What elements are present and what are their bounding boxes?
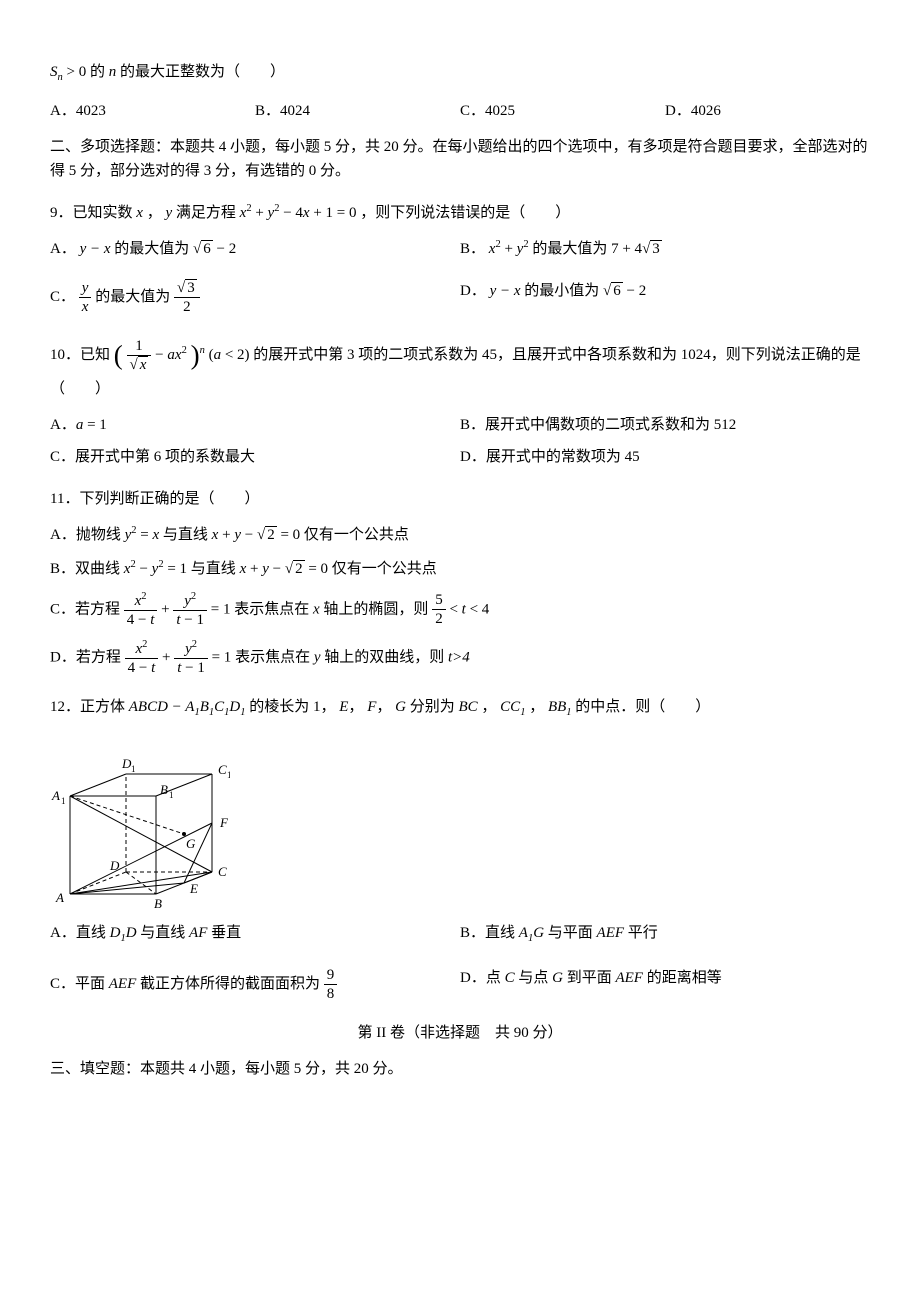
q11-opt-d[interactable]: D．若方程 x24 − t + y2t − 1 = 1 表示焦点在 y 轴上的双… — [50, 639, 870, 677]
q12-options: A．直线 D1D 与直线 AF 垂直 B．直线 A1G 与平面 AEF 平行 C… — [50, 921, 870, 1003]
svg-text:C: C — [218, 762, 227, 777]
q12-cube-diagram: ABCDA1B1C1D1EFG — [50, 734, 230, 909]
q9-stem: 9．已知实数 x ， y 满足方程 x2 + y2 − 4x + 1 = 0 ，… — [50, 201, 870, 225]
svg-text:C: C — [218, 864, 227, 879]
q8-stem-tail: Sn > 0 的 n 的最大正整数为（ ） — [50, 60, 870, 87]
q11-opt-c[interactable]: C．若方程 x24 − t + y2t − 1 = 1 表示焦点在 x 轴上的椭… — [50, 591, 870, 629]
q11-opt-a[interactable]: A．抛物线 y2 = x 与直线 x + y − 2 = 0 仅有一个公共点 — [50, 523, 870, 547]
svg-text:1: 1 — [227, 770, 230, 780]
svg-text:B: B — [154, 896, 162, 909]
q12-prefix: 12．正方体 — [50, 699, 129, 715]
q12-opt-b[interactable]: B．直线 A1G 与平面 AEF 平行 — [460, 921, 870, 948]
q11-options: A．抛物线 y2 = x 与直线 x + y − 2 = 0 仅有一个公共点 B… — [50, 523, 870, 677]
q10-opt-c[interactable]: C．展开式中第 6 项的系数最大 — [50, 445, 460, 469]
q8-opt-c[interactable]: C．4025 — [460, 99, 665, 123]
q9-opt-b[interactable]: B． x2 + y2 的最大值为 7 + 43 — [460, 237, 870, 261]
q8-options: A．4023 B．4024 C．4025 D．4026 — [50, 99, 870, 123]
part2-title: 第 II 卷（非选择题 共 90 分） — [50, 1021, 870, 1045]
q9-opt-c[interactable]: C． yx 的最大值为 32 — [50, 279, 460, 316]
q10-prefix: 10．已知 — [50, 347, 110, 363]
q9-opt-a[interactable]: A． y − x 的最大值为 6 − 2 — [50, 237, 460, 261]
q8-opt-d[interactable]: D．4026 — [665, 99, 870, 123]
q10-opt-d[interactable]: D．展开式中的常数项为 45 — [460, 445, 870, 469]
q8-opt-a[interactable]: A．4023 — [50, 99, 255, 123]
svg-text:G: G — [186, 836, 196, 851]
q9-tail: ，则下列说法错误的是（ ） — [360, 205, 570, 221]
svg-text:A: A — [51, 788, 60, 803]
q10-opt-a[interactable]: A．a = 1 — [50, 413, 460, 437]
svg-text:B: B — [160, 782, 168, 797]
q12-opt-c[interactable]: C．平面 AEF 截正方体所得的截面面积为 98 — [50, 966, 460, 1003]
q9-prefix: 9．已知实数 — [50, 205, 133, 221]
q12-opt-a[interactable]: A．直线 D1D 与直线 AF 垂直 — [50, 921, 460, 948]
svg-text:1: 1 — [169, 790, 174, 800]
svg-text:F: F — [219, 815, 229, 830]
q11-stem: 11．下列判断正确的是（ ） — [50, 487, 870, 511]
svg-text:D: D — [109, 858, 120, 873]
q9-options: A． y − x 的最大值为 6 − 2 B． x2 + y2 的最大值为 7 … — [50, 237, 870, 316]
q9-opt-d[interactable]: D． y − x 的最小值为 6 − 2 — [460, 279, 870, 316]
svg-text:1: 1 — [61, 796, 66, 806]
q10-options: A．a = 1 B．展开式中偶数项的二项式系数和为 512 C．展开式中第 6 … — [50, 413, 870, 469]
q10-opt-b[interactable]: B．展开式中偶数项的二项式系数和为 512 — [460, 413, 870, 437]
svg-text:E: E — [189, 881, 198, 896]
q8-opt-b[interactable]: B．4024 — [255, 99, 460, 123]
q10-stem: 10．已知 ( 1x − ax2 )n (a < 2) 的展开式中第 3 项的二… — [50, 334, 870, 401]
section3-heading: 三、填空题：本题共 4 小题，每小题 5 分，共 20 分。 — [50, 1057, 870, 1081]
q12-stem: 12．正方体 ABCD − A1B1C1D1 的棱长为 1， E， F， G 分… — [50, 695, 870, 722]
q11-opt-b[interactable]: B．双曲线 x2 − y2 = 1 与直线 x + y − 2 = 0 仅有一个… — [50, 557, 870, 581]
svg-text:1: 1 — [131, 764, 136, 774]
q8-paren: （ ） — [225, 64, 285, 80]
q12-opt-d[interactable]: D．点 C 与点 G 到平面 AEF 的距离相等 — [460, 966, 870, 1003]
section2-heading: 二、多项选择题：本题共 4 小题，每小题 5 分，共 20 分。在每小题给出的四… — [50, 135, 870, 183]
svg-text:A: A — [55, 890, 64, 905]
